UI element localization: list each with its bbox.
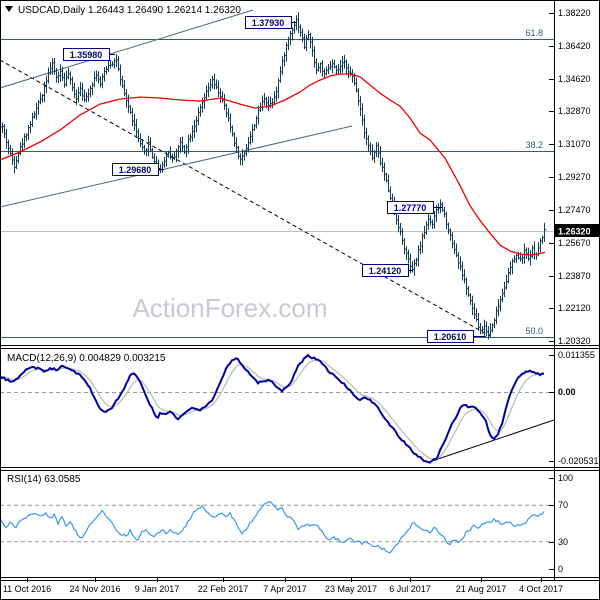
date-label: 11 Oct 2016 [3,584,51,594]
swing-label-box [362,264,409,277]
price-axis-label: 1.31070 [558,139,591,149]
fib-level-label: 50.0 [525,326,543,336]
macd-indicator-label: MACD(12,26,9) 0.004829 0.003215 [7,353,166,364]
macd-axis-label: 0.011355 [558,350,595,360]
fib-level-label: 61.8 [525,28,543,38]
swing-label-text: 1.37930 [252,18,285,28]
rsi-axis-label: 0 [558,564,563,574]
price-axis-label: 1.36420 [558,41,591,51]
swing-label-text: 1.20610 [434,332,467,342]
overlay-layer: USDCAD,Daily 1.26443 1.26490 1.26214 1.2… [5,5,241,485]
swing-label-text: 1.24120 [369,266,402,276]
macd-axis-label: 0.00 [558,387,576,397]
channel-upper-trendline [1,9,254,89]
right-axis: 1.38220 1.36420 1.34620 1.32870 1.31070 1.292… [549,8,599,574]
chart-title: USDCAD,Daily 1.26443 1.26490 1.26214 1.2… [18,5,241,16]
rsi-indicator-label: RSI(14) 63.0585 [7,474,81,485]
price-axis-label: 1.23870 [558,271,591,281]
price-axis-label: 1.32870 [558,106,591,116]
date-label: 22 Feb 2017 [198,584,249,594]
macd-panel [1,353,554,464]
price-axis-label: 1.34620 [558,74,591,84]
watermark-text: ActionForex.com [132,293,327,323]
current-price-tag-text: 1.26320 [558,227,591,237]
price-axis-label: 1.22120 [558,303,591,313]
descending-dashed-trendline [1,59,491,337]
rsi-axis-label: 70 [558,500,568,510]
swing-label-text: 1.35980 [70,50,103,60]
swing-label-box [427,330,474,343]
swing-label-box [245,16,292,29]
price-axis-label: 1.27470 [558,205,591,215]
rsi-line [1,500,545,554]
rsi-axis-label: 100 [558,473,573,483]
symbol-dropdown-icon[interactable] [5,6,13,12]
macd-main-line [1,353,545,464]
date-label: 24 Nov 2016 [69,584,120,594]
date-label: 9 Jan 2017 [135,584,180,594]
swing-labels: 1.37930 1.35980 1.29680 1.27770 1.24120 1.206… [63,16,486,343]
price-panel [1,9,554,340]
rsi-axis-label: 30 [558,537,568,547]
macd-signal-line [1,359,545,460]
swing-label-box [387,201,434,214]
date-label: 6 Jul 2017 [389,584,431,594]
date-axis: 11 Oct 2016 24 Nov 2016 9 Jan 2017 22 Feb 2… [3,577,563,594]
price-axis-label: 1.25670 [558,238,591,248]
swing-label-box [112,163,159,176]
price-axis-label: 1.29270 [558,172,591,182]
rsi-panel [1,500,554,554]
ohlc-bars [1,12,547,340]
current-price-tag [555,224,599,237]
date-label: 23 May 2017 [325,584,377,594]
macd-support-trendline [431,419,554,462]
swing-label-box [63,48,110,61]
channel-lower-trendline [1,125,353,208]
price-axis-label: 1.38220 [558,8,591,18]
date-label: 21 Aug 2017 [456,584,507,594]
date-label: 7 Apr 2017 [263,584,307,594]
fib-level-label: 38.2 [525,140,543,150]
macd-axis-label: -0.020531 [558,456,599,466]
swing-label-text: 1.29680 [119,165,152,175]
fib-labels: 61.8 38.2 50.0 [525,28,543,336]
swing-label-text: 1.27770 [394,203,427,213]
watermark-layer: ActionForex.com [132,293,327,323]
moving-average-line [1,73,546,256]
date-label: 4 Oct 2017 [519,584,563,594]
price-axis-label: 1.20320 [558,336,591,346]
